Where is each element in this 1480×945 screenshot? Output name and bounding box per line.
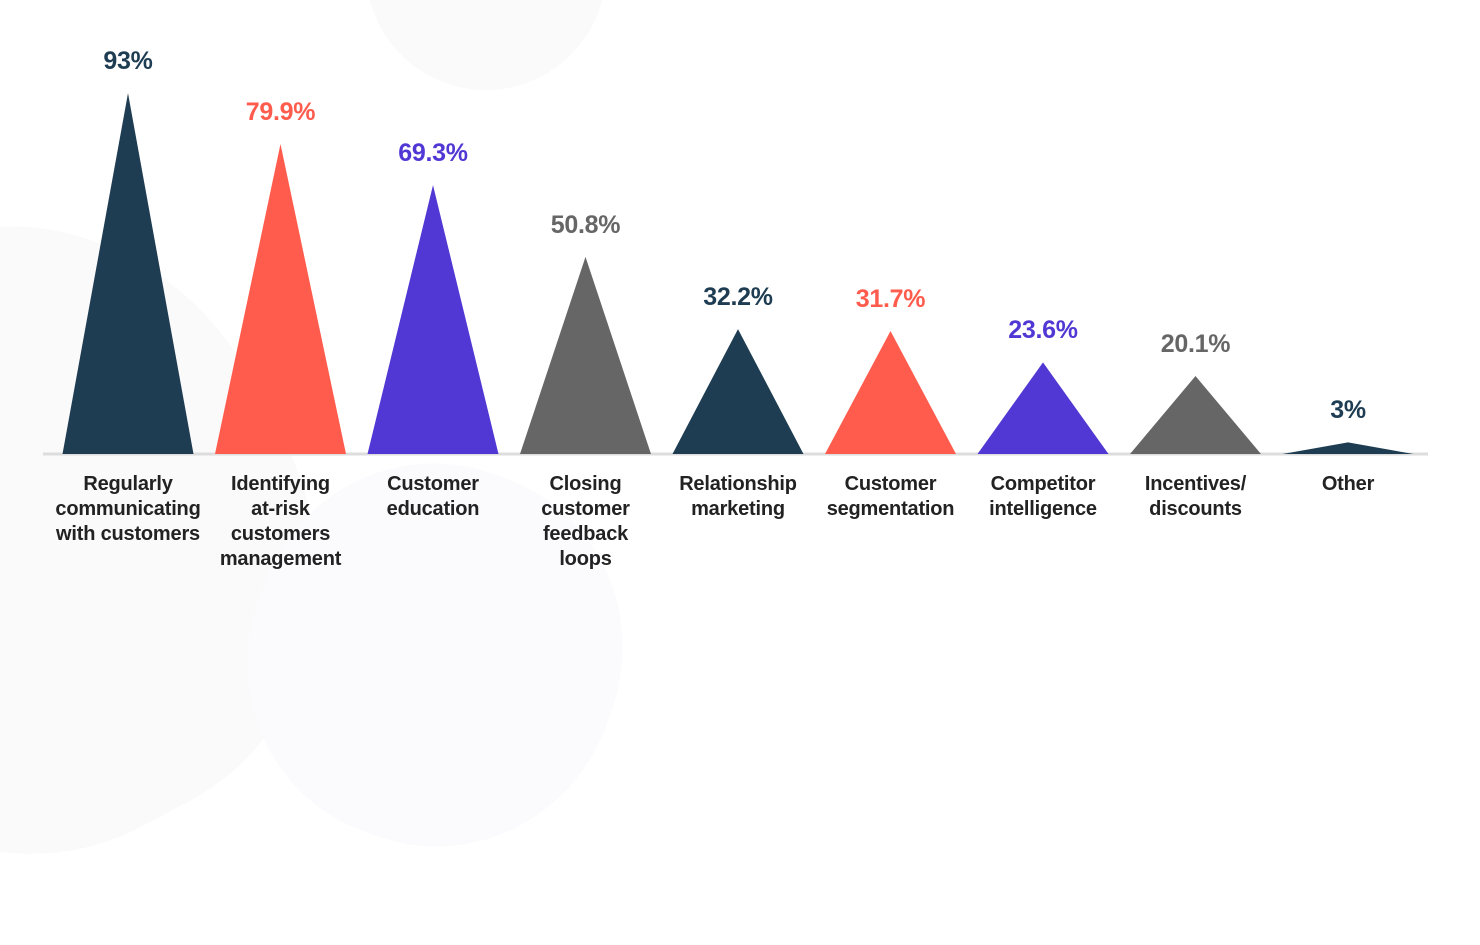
category-label: Relationship marketing	[653, 472, 823, 522]
triangle-bar	[215, 143, 346, 454]
value-label: 23.6%	[1008, 316, 1078, 345]
value-label: 31.7%	[855, 285, 926, 313]
category-label: Identifying at-risk customers management	[196, 472, 366, 572]
category-label-line: Closing	[549, 473, 622, 495]
category-label-line: Competitor	[990, 473, 1096, 495]
triangle-bar	[1282, 442, 1414, 454]
bars-group	[62, 93, 1414, 454]
category-label: Other	[1263, 472, 1433, 497]
category-label-line: management	[219, 548, 342, 570]
category-label: Competitor intelligence	[958, 472, 1128, 522]
category-label: Closing customer feedback loops	[501, 472, 671, 572]
category-label-line: at-risk	[251, 498, 310, 520]
value-label: 93%	[103, 47, 153, 76]
category-label: Regularly communicating with customers	[43, 472, 213, 547]
category-label-line: Identifying	[231, 473, 330, 495]
triangle-bar	[520, 256, 651, 454]
category-label-line: Other	[1321, 473, 1375, 495]
category-label-line: intelligence	[989, 498, 1097, 520]
value-label: 32.2%	[703, 283, 773, 312]
category-label-line: customer	[541, 498, 630, 520]
category-label-line: education	[386, 498, 480, 520]
category-label-line: loops	[559, 548, 612, 570]
category-label-line: Relationship	[679, 473, 797, 495]
value-label: 79.9%	[245, 97, 316, 126]
category-label-line: segmentation	[826, 498, 955, 520]
category-label-line: Customer	[844, 473, 937, 495]
category-label-line: with customers	[56, 523, 200, 545]
triangle-bar	[367, 185, 499, 454]
triangle-bar-chart	[43, 93, 1428, 456]
value-label: 20.1%	[1160, 330, 1231, 358]
category-label-line: Regularly	[83, 473, 173, 495]
triangle-bar	[1130, 376, 1261, 454]
category-label-line: discounts	[1149, 498, 1242, 520]
value-label: 50.8%	[550, 210, 621, 239]
category-label-line: feedback	[542, 523, 629, 545]
category-label-line: marketing	[691, 498, 785, 520]
triangle-bar	[825, 331, 956, 454]
category-label: Incentives/discounts	[1111, 472, 1281, 522]
triangle-bar	[62, 93, 194, 454]
category-label-line: Customer	[387, 473, 479, 495]
category-label-line: communicating	[55, 498, 201, 520]
triangle-bar	[977, 362, 1109, 454]
category-label: Customer segmentation	[806, 472, 976, 522]
category-label-line: Incentives/	[1144, 473, 1247, 495]
category-label: Customer education	[348, 472, 518, 522]
triangle-bar	[672, 329, 804, 454]
value-label: 3%	[1330, 396, 1366, 425]
category-label-line: customers	[230, 523, 331, 545]
value-label: 69.3%	[398, 139, 468, 168]
